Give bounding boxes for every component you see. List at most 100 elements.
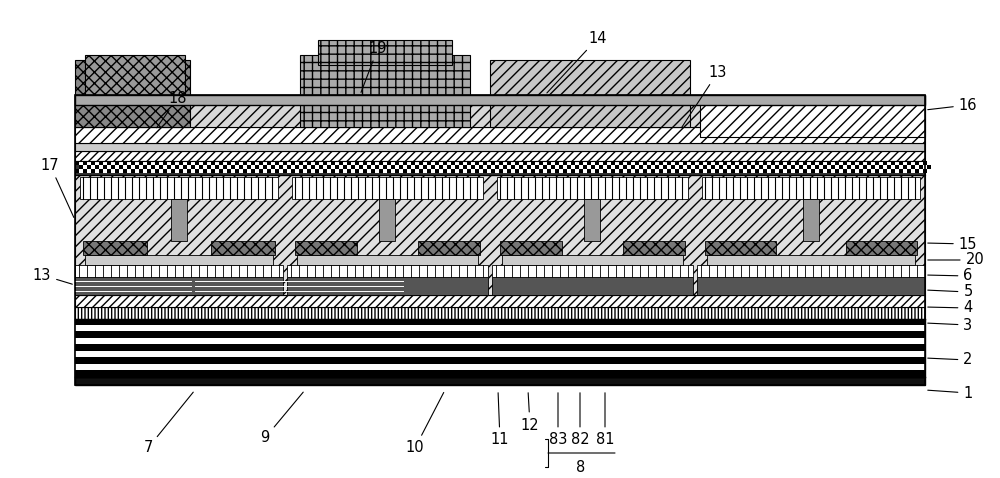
Bar [671,161,675,165]
Bar [287,169,291,173]
Bar [455,165,459,169]
Bar [907,169,911,173]
Bar [107,161,111,165]
Bar [451,165,455,169]
Bar [867,169,871,173]
Bar [767,169,771,173]
Bar [911,169,915,173]
Bar [623,241,685,255]
Bar [127,165,131,169]
Bar [295,169,299,173]
Bar [415,169,419,173]
Bar [875,165,879,169]
Bar [239,165,243,169]
Bar [171,199,187,241]
Bar [451,161,455,165]
Bar [335,161,339,165]
Bar [199,169,203,173]
Bar [703,169,707,173]
Bar [327,161,331,165]
Bar [863,165,867,169]
Bar [423,169,427,173]
Bar [702,177,920,199]
Bar [415,165,419,169]
Bar [563,161,567,165]
Bar [187,169,191,173]
Bar [111,165,115,169]
Bar [355,169,359,173]
Bar [651,169,655,173]
Bar [155,169,159,173]
Bar [259,165,263,169]
Bar [783,165,787,169]
Bar [203,165,207,169]
Bar [867,161,871,165]
Bar [263,161,267,165]
Bar [695,165,699,169]
Bar [171,169,175,173]
Bar [579,161,583,165]
Bar [79,169,83,173]
Bar [551,165,555,169]
Bar [859,161,863,165]
Bar [131,161,135,165]
Bar [247,161,251,165]
Bar [851,169,855,173]
Bar [503,169,507,173]
Bar [279,165,283,169]
Bar [311,161,315,165]
Bar [559,165,563,169]
Bar [899,169,903,173]
Bar [697,265,925,277]
Bar [123,165,127,169]
Bar [643,161,647,165]
Bar [75,95,925,105]
Bar [719,161,723,165]
Bar [315,161,319,165]
Bar [631,165,635,169]
Bar [91,161,95,165]
Bar [919,165,923,169]
Bar [491,161,495,165]
Bar [631,169,635,173]
Bar [875,169,879,173]
Bar [203,169,207,173]
Bar [139,165,143,169]
Bar [667,165,671,169]
Bar [435,169,439,173]
Bar [383,165,387,169]
Bar [447,165,451,169]
Bar [883,161,887,165]
Bar [183,161,187,165]
Bar [615,165,619,169]
Bar [75,127,925,143]
Bar [715,161,719,165]
Bar [127,161,131,165]
Bar [827,161,831,165]
Bar [555,165,559,169]
Bar [199,165,203,169]
Bar [743,169,747,173]
Bar [427,165,431,169]
Bar [700,95,925,137]
Bar [571,169,575,173]
Bar [291,169,295,173]
Bar [887,165,891,169]
Bar [243,161,247,165]
Bar [303,165,307,169]
Bar [500,241,562,255]
Text: 7: 7 [143,392,193,456]
Bar [487,169,491,173]
Bar [407,161,411,165]
Bar [297,255,478,265]
Bar [283,165,287,169]
Text: 81: 81 [596,393,614,447]
Bar [363,161,367,165]
Bar [843,165,847,169]
Bar [543,165,547,169]
Bar [587,165,591,169]
Bar [439,169,443,173]
Bar [547,161,551,165]
Bar [135,161,139,165]
Bar [739,165,743,169]
